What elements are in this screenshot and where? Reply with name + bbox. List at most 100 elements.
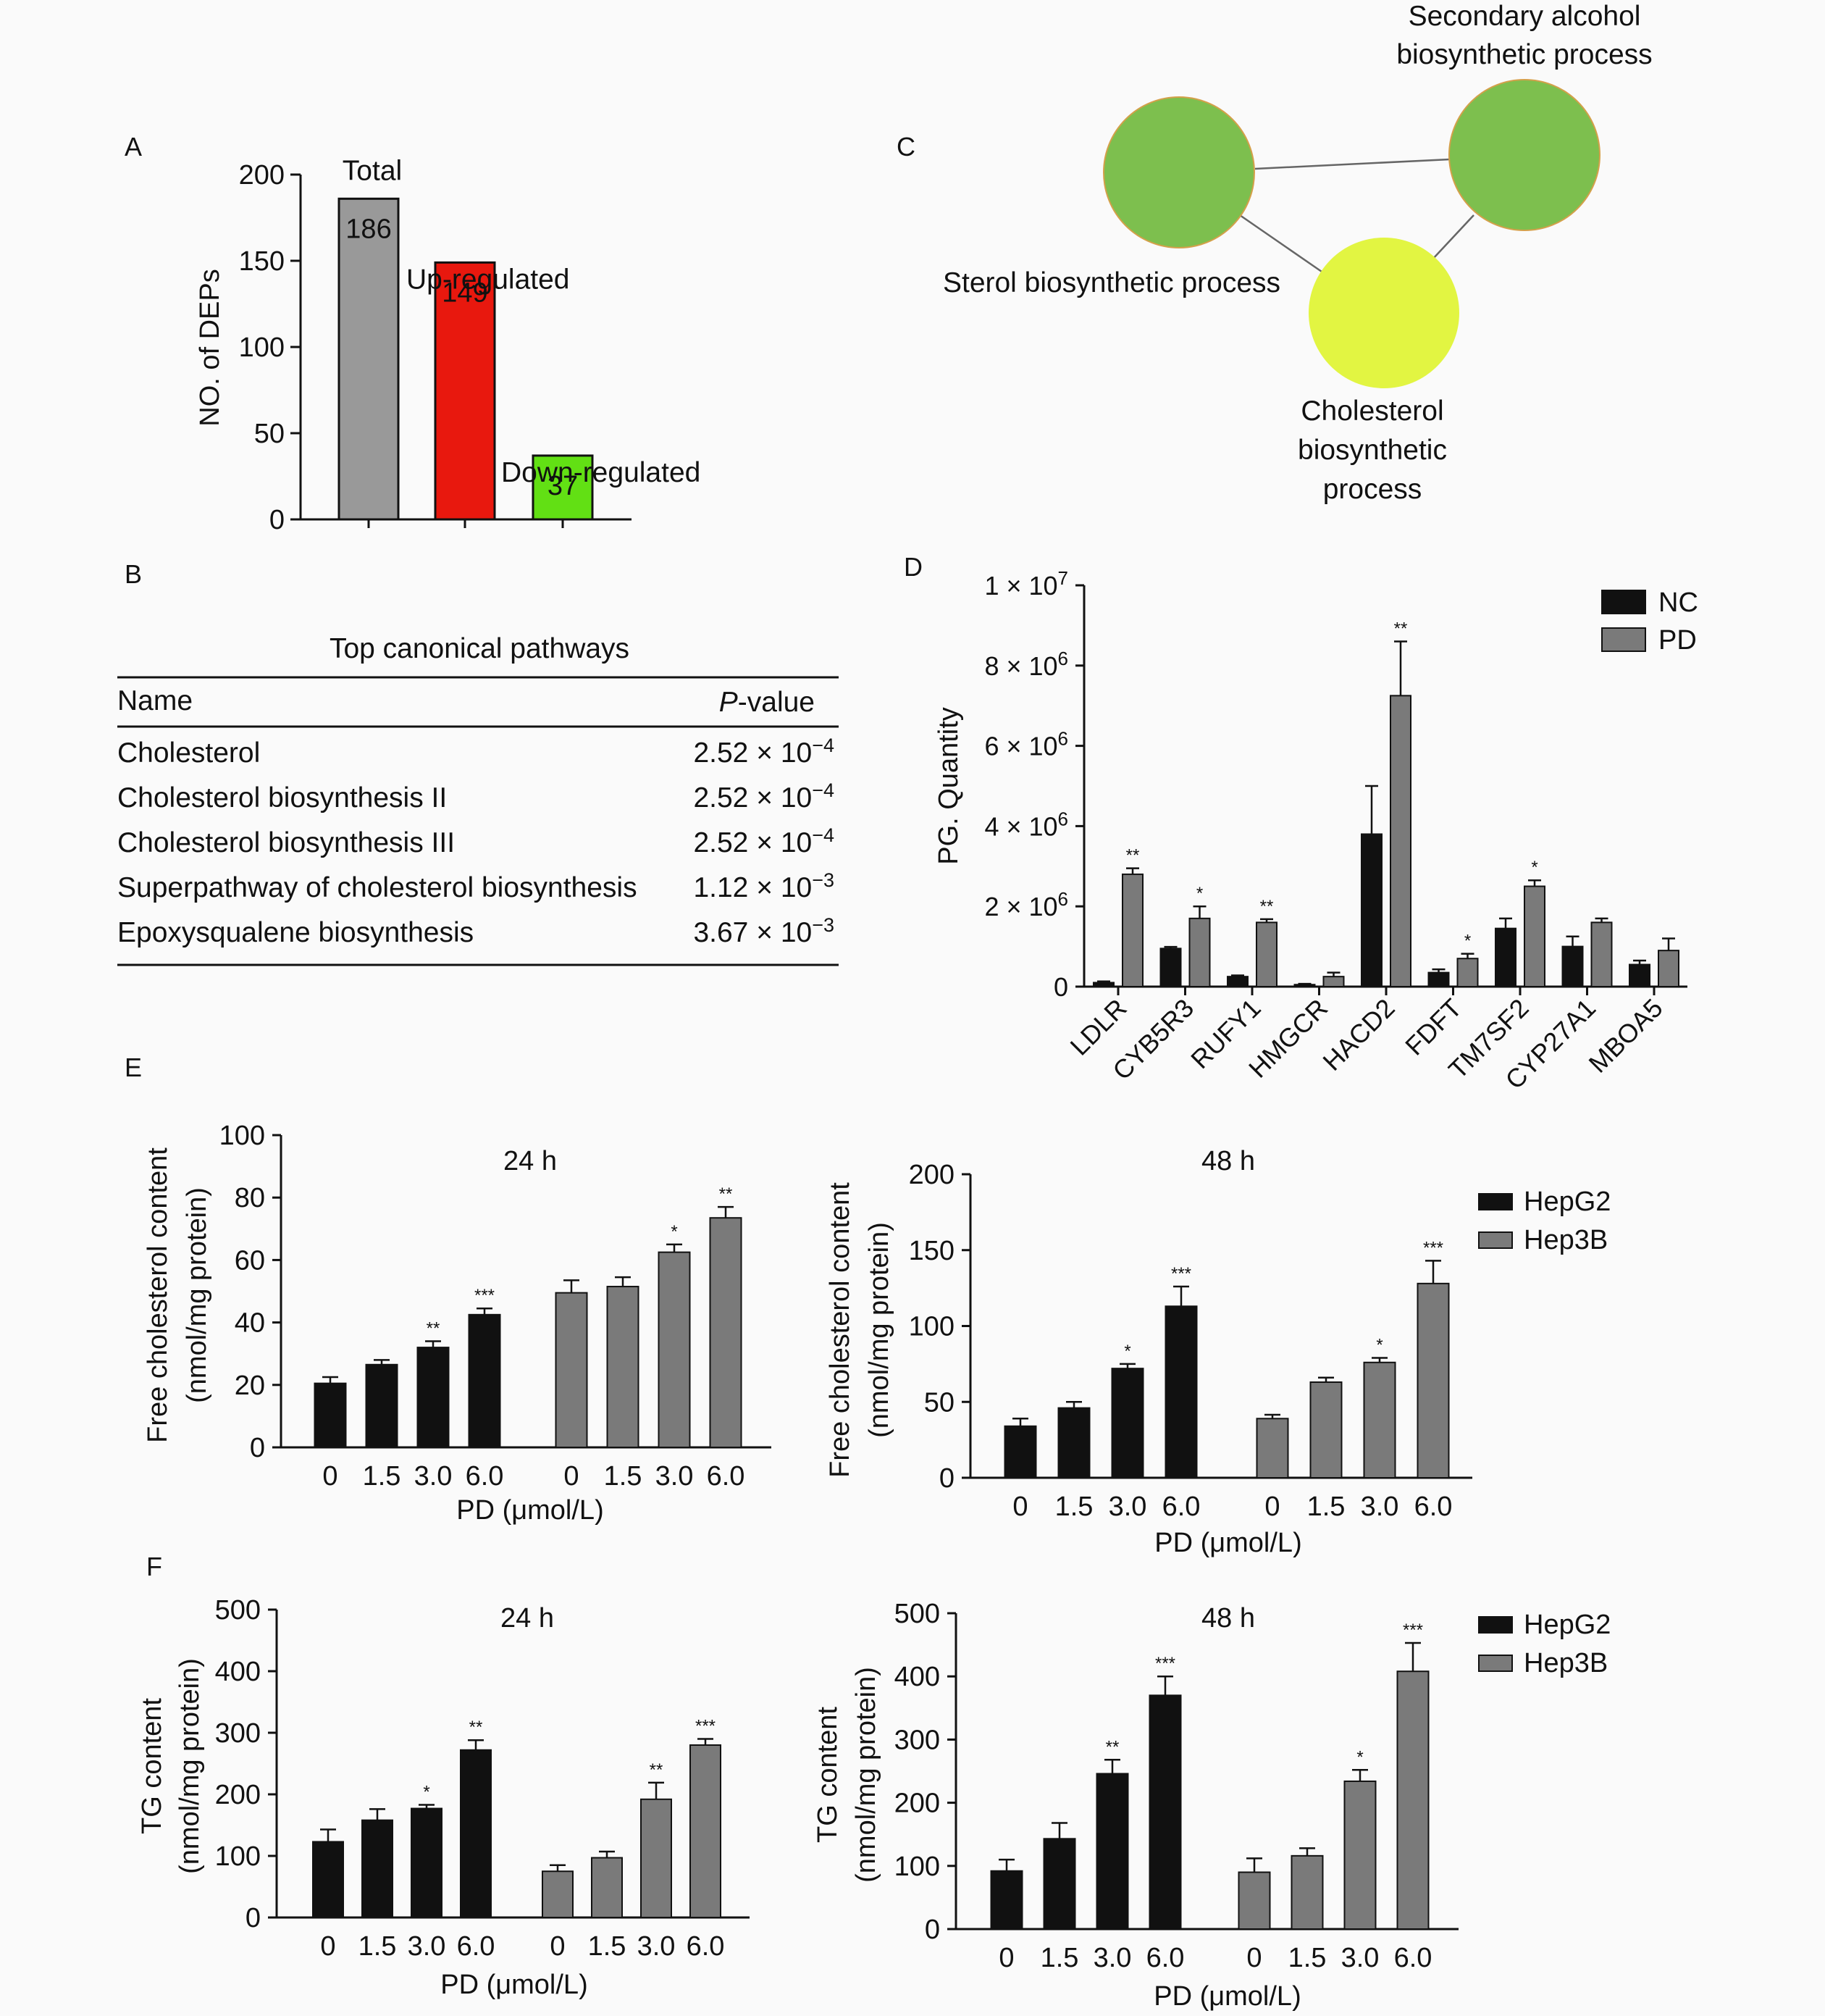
bar-pd-ldlr <box>1122 873 1144 987</box>
node-sterol-biosynthetic-process <box>1103 96 1255 248</box>
legend-label: PD <box>1658 625 1697 656</box>
node-label-sterol: Sterol biosynthetic process <box>943 267 1280 298</box>
bar-nc-hacd2 <box>1361 833 1383 987</box>
panel-letter-d: D <box>904 552 923 582</box>
panel-f-48h-ylabel-line2: (nmol/mg protein) <box>851 1667 881 1883</box>
panel-e-48h-ylabel-line2: (nmol/mg protein) <box>864 1222 894 1438</box>
panel-letter-f: F <box>146 1552 162 1581</box>
x-tick-label: 1.5 <box>1041 1943 1079 1973</box>
bar-hepg2-6.0 <box>1165 1305 1198 1479</box>
significance-mark: ** <box>719 1184 733 1204</box>
x-tick-label: 6.0 <box>1394 1943 1432 1973</box>
y-tick-label: 2 × 106 <box>984 888 1068 921</box>
x-tick-label: 6.0 <box>1414 1492 1453 1522</box>
x-tick-label: 6.0 <box>1146 1943 1185 1973</box>
bar-hepg2-3.0 <box>416 1347 450 1448</box>
bar-hepg2-0 <box>1004 1425 1037 1479</box>
bar-nc-mboa5 <box>1629 963 1650 988</box>
significance-mark: * <box>1124 1342 1130 1361</box>
x-tick-label: 0 <box>550 1931 565 1962</box>
bar-hep3b-3.0 <box>658 1251 691 1448</box>
bar-hepg2-3.0 <box>1111 1368 1144 1479</box>
y-tick-label: 40 <box>235 1308 265 1339</box>
edge-sterol-secondary <box>1254 158 1451 170</box>
bar-pd-hmgcr <box>1322 976 1345 988</box>
y-tick-label: 100 <box>219 1121 265 1151</box>
bar-hep3b-1.5 <box>591 1857 623 1919</box>
node-label-secondary-line1: Secondary alcohol <box>1409 1 1641 32</box>
bar-hepg2-6.0 <box>460 1749 492 1919</box>
panel-c-network: Sterol biosynthetic process Secondary al… <box>943 1 1653 505</box>
bar-hep3b-3.0 <box>1343 1780 1377 1930</box>
x-tick-label: 0 <box>320 1931 335 1962</box>
edge-sterol-cholesterol <box>1239 214 1322 273</box>
bar-hep3b-0 <box>555 1292 588 1449</box>
bar-hepg2-0 <box>314 1382 347 1449</box>
bar-hepg2-0 <box>312 1841 344 1918</box>
x-tick-label: 1.5 <box>588 1931 626 1962</box>
panel-f-24h-xlabel: PD (μmol/L) <box>440 1970 587 2000</box>
y-tick-label: 200 <box>909 1160 955 1190</box>
bar-hepg2-3.0 <box>1096 1773 1129 1931</box>
x-tick-label: 0 <box>563 1461 579 1492</box>
significance-mark: *** <box>1403 1620 1423 1640</box>
panel-a-ylabel: NO. of DEPs <box>195 269 225 427</box>
y-tick-label: 100 <box>909 1312 955 1342</box>
bar-hepg2-1.5 <box>361 1819 393 1918</box>
table-row-pvalue: 3.67 × 10−3 <box>693 914 834 948</box>
x-tick-label: 1.5 <box>604 1461 642 1492</box>
legend-swatch <box>1478 1616 1513 1634</box>
y-tick-label: 4 × 106 <box>984 808 1068 841</box>
table-row-pvalue: 2.52 × 10−4 <box>693 735 834 769</box>
legend-swatch <box>1478 1655 1513 1672</box>
x-tick-label: 0 <box>1246 1943 1262 1973</box>
table-title: Top canonical pathways <box>330 633 629 664</box>
y-tick-label: 150 <box>909 1236 955 1266</box>
panel-e-48h-ylabel-line1: Free cholesterol content <box>825 1182 855 1478</box>
panel-e-24h-ylabel-line1: Free cholesterol content <box>143 1147 173 1443</box>
bar-hepg2-6.0 <box>468 1313 501 1448</box>
y-tick-label: 6 × 106 <box>984 728 1068 761</box>
x-tick-label: 3.0 <box>655 1461 694 1492</box>
bar-category-label: Down-regulated <box>501 457 700 488</box>
y-tick-label: 0 <box>269 505 285 535</box>
bar-hep3b-6.0 <box>1417 1282 1450 1478</box>
y-tick-label: 50 <box>924 1387 955 1418</box>
table-row-name: Cholesterol biosynthesis II <box>117 782 447 813</box>
legend-label: HepG2 <box>1524 1187 1611 1217</box>
bar-hep3b-6.0 <box>689 1744 721 1918</box>
y-tick-label: 500 <box>215 1595 261 1626</box>
edge-secondary-cholesterol <box>1432 214 1474 260</box>
y-tick-label: 20 <box>235 1371 265 1401</box>
legend-swatch <box>1478 1193 1513 1210</box>
x-tick-label: 6.0 <box>687 1931 725 1962</box>
bar-nc-hmgcr <box>1293 984 1316 987</box>
y-tick-label: 0 <box>246 1903 261 1933</box>
chart-title: 24 h <box>503 1146 557 1176</box>
bar-hep3b-1.5 <box>1309 1381 1343 1479</box>
panel-letter-a: A <box>125 132 142 162</box>
y-tick-label: 60 <box>235 1245 265 1276</box>
y-tick-label: 500 <box>894 1599 940 1629</box>
y-tick-label: 100 <box>239 332 285 363</box>
panel-letter-b: B <box>125 559 142 589</box>
significance-mark: ** <box>650 1760 663 1780</box>
bar-hep3b-3.0 <box>1363 1361 1396 1479</box>
significance-mark: ** <box>1126 846 1140 866</box>
table-row-name: Epoxysqualene biosynthesis <box>117 917 474 948</box>
significance-mark: ** <box>1260 897 1274 916</box>
bar-nc-tm7sf2 <box>1495 927 1516 988</box>
x-tick-label: 1.5 <box>1307 1492 1346 1522</box>
bar-hep3b-1.5 <box>606 1286 639 1449</box>
bar-pd-tm7sf2 <box>1524 885 1545 987</box>
table-row-pvalue: 2.52 × 10−4 <box>693 779 834 813</box>
panel-letter-e: E <box>125 1053 142 1082</box>
bar-hep3b-3.0 <box>640 1798 672 1919</box>
bar-value-label: 186 <box>345 214 391 244</box>
table-row-name: Cholesterol biosynthesis III <box>117 827 455 858</box>
table-header-pvalue: P-value <box>719 687 815 718</box>
x-tick-label: 0 <box>999 1943 1014 1973</box>
panel-e-24h-xlabel: PD (μmol/L) <box>456 1495 603 1526</box>
significance-mark: ** <box>1394 619 1408 639</box>
